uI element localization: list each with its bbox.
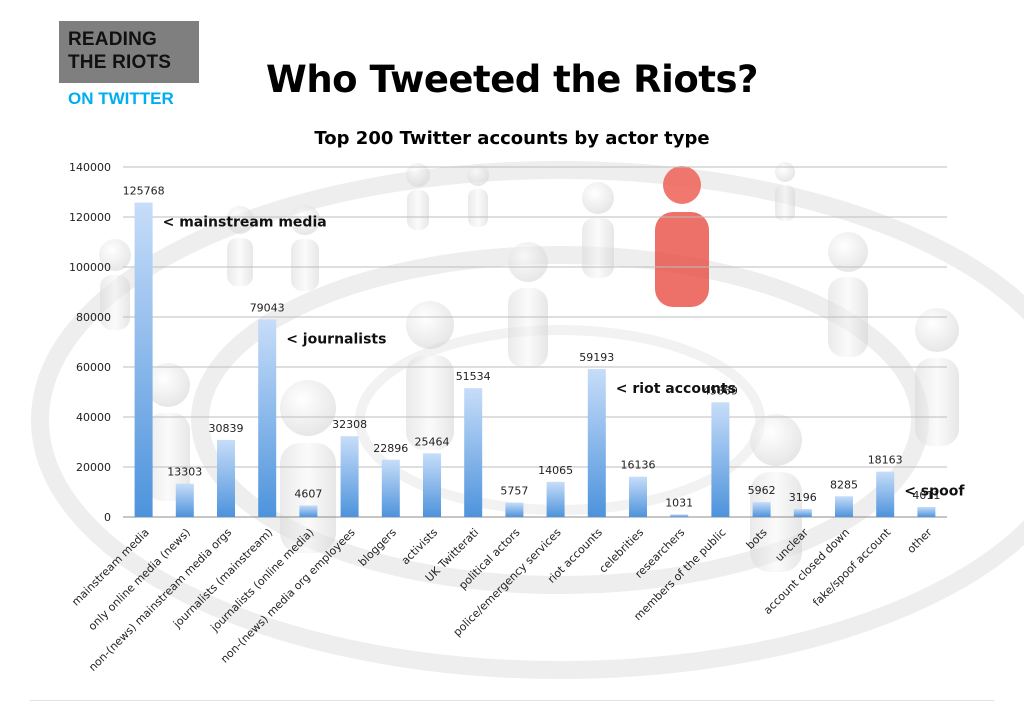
data-label: 1031 [665,496,693,509]
chart-title: Top 200 Twitter accounts by actor type [314,128,710,149]
annotation: < journalists [286,331,386,347]
bar [505,502,524,517]
data-label: 25464 [415,435,450,448]
bar [423,453,441,517]
data-label: 51534 [456,370,491,383]
page-title: Who Tweeted the Riots? [266,58,758,101]
y-tick-label: 140000 [69,161,111,174]
bar [793,509,812,517]
data-label: 5962 [748,484,776,497]
bar [381,459,400,517]
bar [629,476,647,517]
data-label: 16136 [621,459,656,472]
bar [670,514,689,517]
data-label: 59193 [579,351,614,364]
data-label: 13303 [167,466,202,479]
bar [711,402,730,517]
x-tick-label: bloggers [356,526,399,569]
x-tick-label: unclear [773,526,812,565]
logo-box [59,21,199,83]
bar [546,481,565,517]
data-label: 125768 [123,185,165,198]
annotation: < spoof [904,484,965,500]
bar [876,471,895,517]
figure [99,239,131,330]
logo-line1: READING [68,29,158,50]
data-label: 8285 [830,478,858,491]
y-tick-label: 0 [104,511,111,524]
logo-line3: ON TWITTER [68,89,174,108]
x-tick-label: mainstream media [69,526,152,609]
red-figure [655,166,709,307]
bottom-rule [30,700,994,701]
bar [835,496,853,517]
data-label: 30839 [209,422,244,435]
annotation: < mainstream media [163,215,327,231]
bar [464,388,483,517]
bar [299,505,318,517]
y-tick-label: 20000 [76,461,111,474]
data-label: 4607 [294,487,322,500]
data-label: 3196 [789,491,817,504]
x-tick-label: other [905,526,935,556]
data-label: 5757 [500,485,528,498]
x-tick-label: non-(news) mainstream media orgs [86,526,234,674]
bar [175,483,194,517]
y-tick-label: 100000 [69,261,111,274]
data-label: 32308 [332,418,367,431]
y-tick-label: 60000 [76,361,111,374]
data-label: 4011 [912,489,940,502]
x-tick-label: fake/spoof account [810,525,894,609]
y-tick-label: 80000 [76,311,111,324]
bar [917,506,936,517]
data-label: 18163 [868,454,903,467]
bar [258,319,277,517]
bar [217,439,235,517]
x-tick-label: activists [399,526,441,568]
logo-line2: THE RIOTS [68,52,172,73]
bar [340,436,359,517]
y-tick-label: 40000 [76,411,111,424]
bar [752,502,771,517]
y-tick-label: 120000 [69,211,111,224]
data-label: 22896 [373,442,408,455]
logo: READING THE RIOTS ON TWITTER [59,21,199,113]
data-label: 45869 [703,384,738,397]
bar [587,369,606,517]
bar [134,202,153,517]
x-tick-label: bots [744,526,770,552]
data-label: 14065 [538,464,573,477]
data-label: 79043 [250,301,285,314]
annotation: < riot accounts [616,381,736,397]
